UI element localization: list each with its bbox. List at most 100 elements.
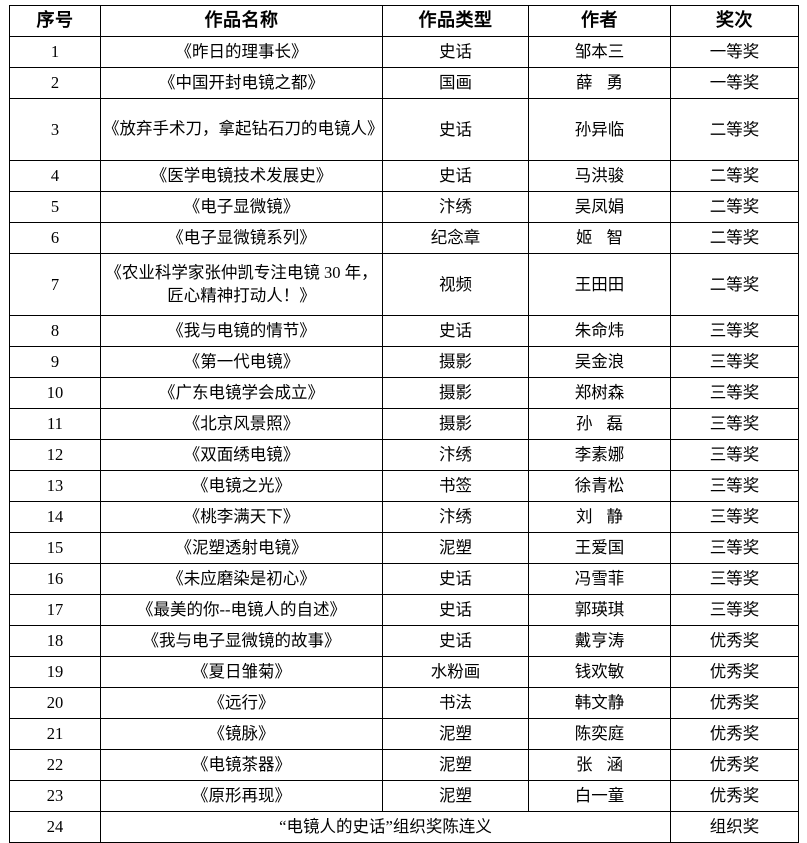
- cell-type: 摄影: [382, 377, 529, 409]
- cell-title: 《第一代电镜》: [100, 346, 383, 378]
- cell-index: 12: [9, 439, 101, 471]
- column-header-author: 作者: [528, 5, 671, 37]
- cell-prize: 一等奖: [670, 67, 799, 99]
- cell-type: 史话: [382, 36, 529, 68]
- table-row: 10 《广东电镜学会成立》 摄影 郑树森 三等奖: [9, 377, 799, 409]
- cell-author: 冯雪菲: [528, 563, 671, 595]
- cell-title: 《原形再现》: [100, 780, 383, 812]
- cell-title: 《昨日的理事长》: [100, 36, 383, 68]
- cell-title: 《医学电镜技术发展史》: [100, 160, 383, 192]
- cell-type: 书签: [382, 470, 529, 502]
- cell-prize: 一等奖: [670, 36, 799, 68]
- table-row: 23 《原形再现》 泥塑 白一童 优秀奖: [9, 780, 799, 812]
- cell-title: 《放弃手术刀，拿起钻石刀的电镜人》: [100, 98, 384, 161]
- cell-author: 郭瑛琪: [528, 594, 671, 626]
- cell-prize: 三等奖: [670, 439, 799, 471]
- column-header-type: 作品类型: [382, 5, 529, 37]
- table-row: 8 《我与电镜的情节》 史话 朱命炜 三等奖: [9, 315, 799, 347]
- cell-type: 摄影: [382, 408, 529, 440]
- table-row: 20 《远行》 书法 韩文静 优秀奖: [9, 687, 799, 719]
- table-body: 1 《昨日的理事长》 史话 邹本三 一等奖 2 《中国开封电镜之都》 国画 薛勇 一等奖 3 《放弃手…: [9, 36, 799, 843]
- cell-type: 泥塑: [382, 532, 529, 564]
- cell-index: 3: [9, 98, 101, 161]
- cell-prize: 三等奖: [670, 563, 799, 595]
- table-row: 15 《泥塑透射电镜》 泥塑 王爱国 三等奖: [9, 532, 799, 564]
- cell-type: 史话: [382, 160, 529, 192]
- cell-prize: 三等奖: [670, 470, 799, 502]
- cell-prize: 三等奖: [670, 346, 799, 378]
- cell-prize: 优秀奖: [670, 687, 799, 719]
- cell-prize: 二等奖: [670, 98, 799, 161]
- cell-type: 史话: [382, 98, 529, 161]
- cell-title: 《我与电镜的情节》: [100, 315, 383, 347]
- cell-title: 《电镜茶器》: [100, 749, 383, 781]
- cell-prize: 优秀奖: [670, 656, 799, 688]
- table-row: 16 《未应磨染是初心》 史话 冯雪菲 三等奖: [9, 563, 799, 595]
- cell-author: 马洪骏: [528, 160, 671, 192]
- cell-index: 4: [9, 160, 101, 192]
- table-row: 14 《桃李满天下》 汴绣 刘静 三等奖: [9, 501, 799, 533]
- table-row: 3 《放弃手术刀，拿起钻石刀的电镜人》 史话 孙异临 二等奖: [9, 98, 799, 161]
- table-row: 12 《双面绣电镜》 汴绣 李素娜 三等奖: [9, 439, 799, 471]
- cell-index: 17: [9, 594, 101, 626]
- cell-prize: 三等奖: [670, 532, 799, 564]
- cell-title: 《镜脉》: [100, 718, 383, 750]
- cell-prize: 三等奖: [670, 315, 799, 347]
- cell-title: 《电子显微镜》: [100, 191, 383, 223]
- cell-index: 10: [9, 377, 101, 409]
- cell-author: 韩文静: [528, 687, 671, 719]
- cell-author: 姬智: [528, 222, 671, 254]
- cell-author: 戴亨涛: [528, 625, 671, 657]
- cell-prize: 二等奖: [670, 160, 799, 192]
- cell-title: 《泥塑透射电镜》: [100, 532, 383, 564]
- cell-author: 郑树森: [528, 377, 671, 409]
- cell-type: 汴绣: [382, 191, 529, 223]
- cell-title: 《远行》: [100, 687, 383, 719]
- column-header-prize: 奖次: [670, 5, 799, 37]
- cell-type: 汴绣: [382, 501, 529, 533]
- cell-author: 钱欢敏: [528, 656, 671, 688]
- table-row: 17 《最美的你--电镜人的自述》 史话 郭瑛琪 三等奖: [9, 594, 799, 626]
- table-row: 22 《电镜茶器》 泥塑 张涵 优秀奖: [9, 749, 799, 781]
- table-row: 4 《医学电镜技术发展史》 史话 马洪骏 二等奖: [9, 160, 799, 192]
- cell-index: 6: [9, 222, 101, 254]
- cell-index: 2: [9, 67, 101, 99]
- cell-author: 张涵: [528, 749, 671, 781]
- table-row: 13 《电镜之光》 书签 徐青松 三等奖: [9, 470, 799, 502]
- cell-author: 吴凤娟: [528, 191, 671, 223]
- cell-merged-note: “电镜人的史话”组织奖陈连义: [100, 811, 671, 843]
- cell-index: 22: [9, 749, 101, 781]
- cell-title: 《未应磨染是初心》: [100, 563, 383, 595]
- cell-author: 王田田: [528, 253, 671, 316]
- cell-author: 孙磊: [528, 408, 671, 440]
- cell-prize: 二等奖: [670, 191, 799, 223]
- cell-prize: 三等奖: [670, 377, 799, 409]
- cell-title: 《桃李满天下》: [100, 501, 383, 533]
- cell-author: 王爱国: [528, 532, 671, 564]
- cell-title: 《双面绣电镜》: [100, 439, 383, 471]
- cell-index: 1: [9, 36, 101, 68]
- award-winners-table: 序号 作品名称 作品类型 作者 奖次 1 《昨日的理事长》 史话 邹本三 一等奖 2 《中国…: [9, 5, 799, 843]
- cell-index: 15: [9, 532, 101, 564]
- cell-prize: 三等奖: [670, 501, 799, 533]
- cell-prize: 三等奖: [670, 408, 799, 440]
- cell-type: 史话: [382, 563, 529, 595]
- cell-title: 《北京风景照》: [100, 408, 383, 440]
- table-row: 7 《农业科学家张仲凯专注电镜 30 年，匠心精神打动人！》 视频 王田田 二等奖: [9, 253, 799, 316]
- cell-title: 《农业科学家张仲凯专注电镜 30 年，匠心精神打动人！》: [100, 253, 383, 316]
- cell-type: 纪念章: [382, 222, 529, 254]
- table-row: 21 《镜脉》 泥塑 陈奕庭 优秀奖: [9, 718, 799, 750]
- column-header-index: 序号: [9, 5, 101, 37]
- table-header-row: 序号 作品名称 作品类型 作者 奖次: [9, 5, 799, 37]
- cell-author: 白一童: [528, 780, 671, 812]
- cell-title: 《电镜之光》: [100, 470, 383, 502]
- cell-type: 泥塑: [382, 749, 529, 781]
- cell-type: 史话: [382, 594, 529, 626]
- table-row: 1 《昨日的理事长》 史话 邹本三 一等奖: [9, 36, 799, 68]
- cell-index: 16: [9, 563, 101, 595]
- table-row: 24 “电镜人的史话”组织奖陈连义 组织奖: [9, 811, 799, 843]
- table-row: 19 《夏日雏菊》 水粉画 钱欢敏 优秀奖: [9, 656, 799, 688]
- table-row: 9 《第一代电镜》 摄影 吴金浪 三等奖: [9, 346, 799, 378]
- cell-prize: 二等奖: [670, 222, 799, 254]
- cell-type: 泥塑: [382, 718, 529, 750]
